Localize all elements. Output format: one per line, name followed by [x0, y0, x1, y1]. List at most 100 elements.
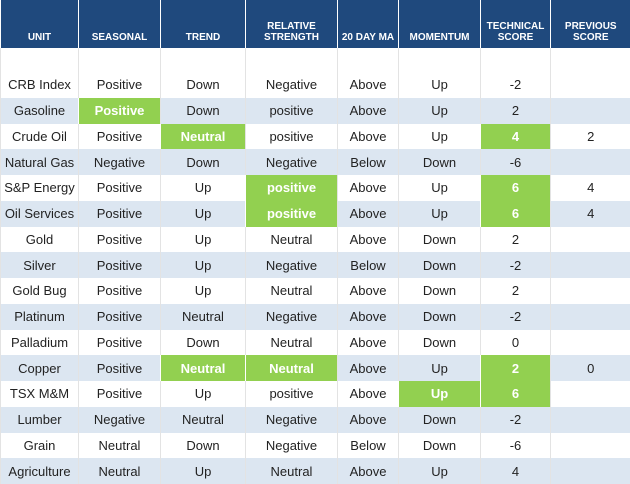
table-body: CRB Index Positive Down Negative Above Up -2 Ga… — [0, 48, 630, 484]
data-cell: Down — [398, 432, 481, 459]
table-row: Platinum Positive Neutral Negative Above Down… — [0, 303, 630, 330]
unit-cell: CRB Index — [0, 72, 79, 98]
data-cell: Neutral — [160, 406, 246, 433]
unit-cell: Grain — [0, 432, 79, 459]
table-row: Agriculture Neutral Up Neutral Above Up 4 — [0, 458, 630, 484]
data-cell: Down — [398, 278, 481, 304]
data-cell: 6 — [480, 381, 551, 407]
data-cell: 4 — [480, 123, 551, 150]
data-cell: Down — [160, 149, 246, 175]
data-cell — [550, 278, 630, 304]
data-cell: Negative — [78, 406, 161, 433]
data-cell: 0 — [480, 329, 551, 356]
empty-cell — [398, 48, 481, 72]
table-row: Gold Bug Positive Up Neutral Above Down 2 — [0, 278, 630, 304]
data-cell: Neutral — [245, 329, 338, 356]
unit-cell: Lumber — [0, 406, 79, 433]
data-cell: Up — [398, 200, 481, 227]
unit-cell: Oil Services — [0, 200, 79, 227]
data-cell — [550, 252, 630, 278]
data-cell: Above — [337, 200, 399, 227]
column-header: SEASONAL — [78, 0, 161, 48]
data-cell: Neutral — [245, 458, 338, 484]
data-cell: Up — [398, 458, 481, 484]
unit-cell: TSX M&M — [0, 381, 79, 407]
unit-cell: Gold — [0, 226, 79, 253]
data-cell: Negative — [245, 149, 338, 175]
column-header: TREND — [160, 0, 246, 48]
unit-cell: Gasoline — [0, 97, 79, 124]
data-cell: Positive — [78, 278, 161, 304]
data-cell: 0 — [550, 355, 630, 381]
data-cell — [550, 458, 630, 484]
data-cell: Up — [398, 123, 481, 150]
table-row: Gold Positive Up Neutral Above Down 2 — [0, 226, 630, 253]
data-cell: -2 — [480, 252, 551, 278]
data-cell: Positive — [78, 175, 161, 201]
data-cell: 2 — [550, 123, 630, 150]
data-cell: Above — [337, 175, 399, 201]
table-row: Grain Neutral Down Negative Below Down -6 — [0, 432, 630, 459]
data-cell: Up — [398, 381, 481, 407]
data-cell: Neutral — [245, 355, 338, 381]
table-row: Palladium Positive Down Neutral Above Down 0 — [0, 329, 630, 356]
unit-cell: Palladium — [0, 329, 79, 356]
data-cell: Up — [398, 72, 481, 98]
data-cell: 2 — [480, 97, 551, 124]
data-cell: Down — [398, 303, 481, 330]
data-cell: Negative — [245, 72, 338, 98]
data-cell: Above — [337, 123, 399, 150]
data-cell: Down — [398, 406, 481, 433]
data-cell: Above — [337, 226, 399, 253]
data-cell: Positive — [78, 381, 161, 407]
data-cell: Above — [337, 381, 399, 407]
table-row: Copper Positive Neutral Neutral Above Up 2 0 — [0, 355, 630, 381]
data-cell: Down — [160, 97, 246, 124]
table-row: CRB Index Positive Down Negative Above Up -2 — [0, 72, 630, 98]
data-cell: Positive — [78, 303, 161, 330]
data-cell: positive — [245, 123, 338, 150]
table-row: Crude Oil Positive Neutral positive Above Up 4… — [0, 123, 630, 150]
data-cell: 2 — [480, 226, 551, 253]
data-cell: Positive — [78, 200, 161, 227]
column-header: MOMENTUM — [398, 0, 481, 48]
data-cell: Up — [160, 278, 246, 304]
data-cell: Below — [337, 432, 399, 459]
column-header: 20 DAY MA — [337, 0, 399, 48]
data-cell: positive — [245, 175, 338, 201]
unit-cell: Agriculture — [0, 458, 79, 484]
empty-cell — [78, 48, 161, 72]
data-cell: Positive — [78, 355, 161, 381]
data-cell: Positive — [78, 72, 161, 98]
empty-cell — [245, 48, 338, 72]
data-cell: Above — [337, 355, 399, 381]
data-cell: Neutral — [160, 355, 246, 381]
empty-cell — [337, 48, 399, 72]
table-row: Gasoline Positive Down positive Above Up 2 — [0, 97, 630, 124]
data-cell: Negative — [245, 252, 338, 278]
data-cell: Negative — [78, 149, 161, 175]
data-cell: Positive — [78, 123, 161, 150]
data-cell: positive — [245, 200, 338, 227]
data-cell: Positive — [78, 97, 161, 124]
data-cell: Above — [337, 72, 399, 98]
table-row: Lumber Negative Neutral Negative Above Down -2 — [0, 406, 630, 433]
column-header: PREVIOUS SCORE — [550, 0, 630, 48]
empty-cell — [480, 48, 551, 72]
data-cell: Above — [337, 278, 399, 304]
unit-cell: Silver — [0, 252, 79, 278]
data-cell — [550, 226, 630, 253]
data-cell: Positive — [78, 226, 161, 253]
spacer-row — [0, 48, 630, 72]
data-cell: Positive — [78, 252, 161, 278]
data-cell: Negative — [245, 432, 338, 459]
data-cell: -2 — [480, 406, 551, 433]
column-header: RELATIVE STRENGTH — [245, 0, 338, 48]
column-header: TECHNICAL SCORE — [480, 0, 551, 48]
data-cell: Down — [398, 329, 481, 356]
data-cell: Down — [160, 329, 246, 356]
data-cell: Neutral — [78, 458, 161, 484]
unit-cell: Crude Oil — [0, 123, 79, 150]
table-row: S&P Energy Positive Up positive Above Up 6 4 — [0, 175, 630, 201]
